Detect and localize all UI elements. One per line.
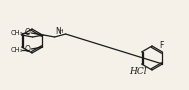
Text: N: N	[55, 27, 61, 36]
Text: HCl: HCl	[129, 68, 147, 76]
Text: CH₃: CH₃	[10, 30, 22, 35]
Text: F: F	[159, 41, 164, 50]
Text: O: O	[25, 45, 31, 54]
Text: O: O	[25, 28, 31, 37]
Text: CH₃: CH₃	[10, 47, 22, 52]
Text: H: H	[59, 29, 63, 33]
